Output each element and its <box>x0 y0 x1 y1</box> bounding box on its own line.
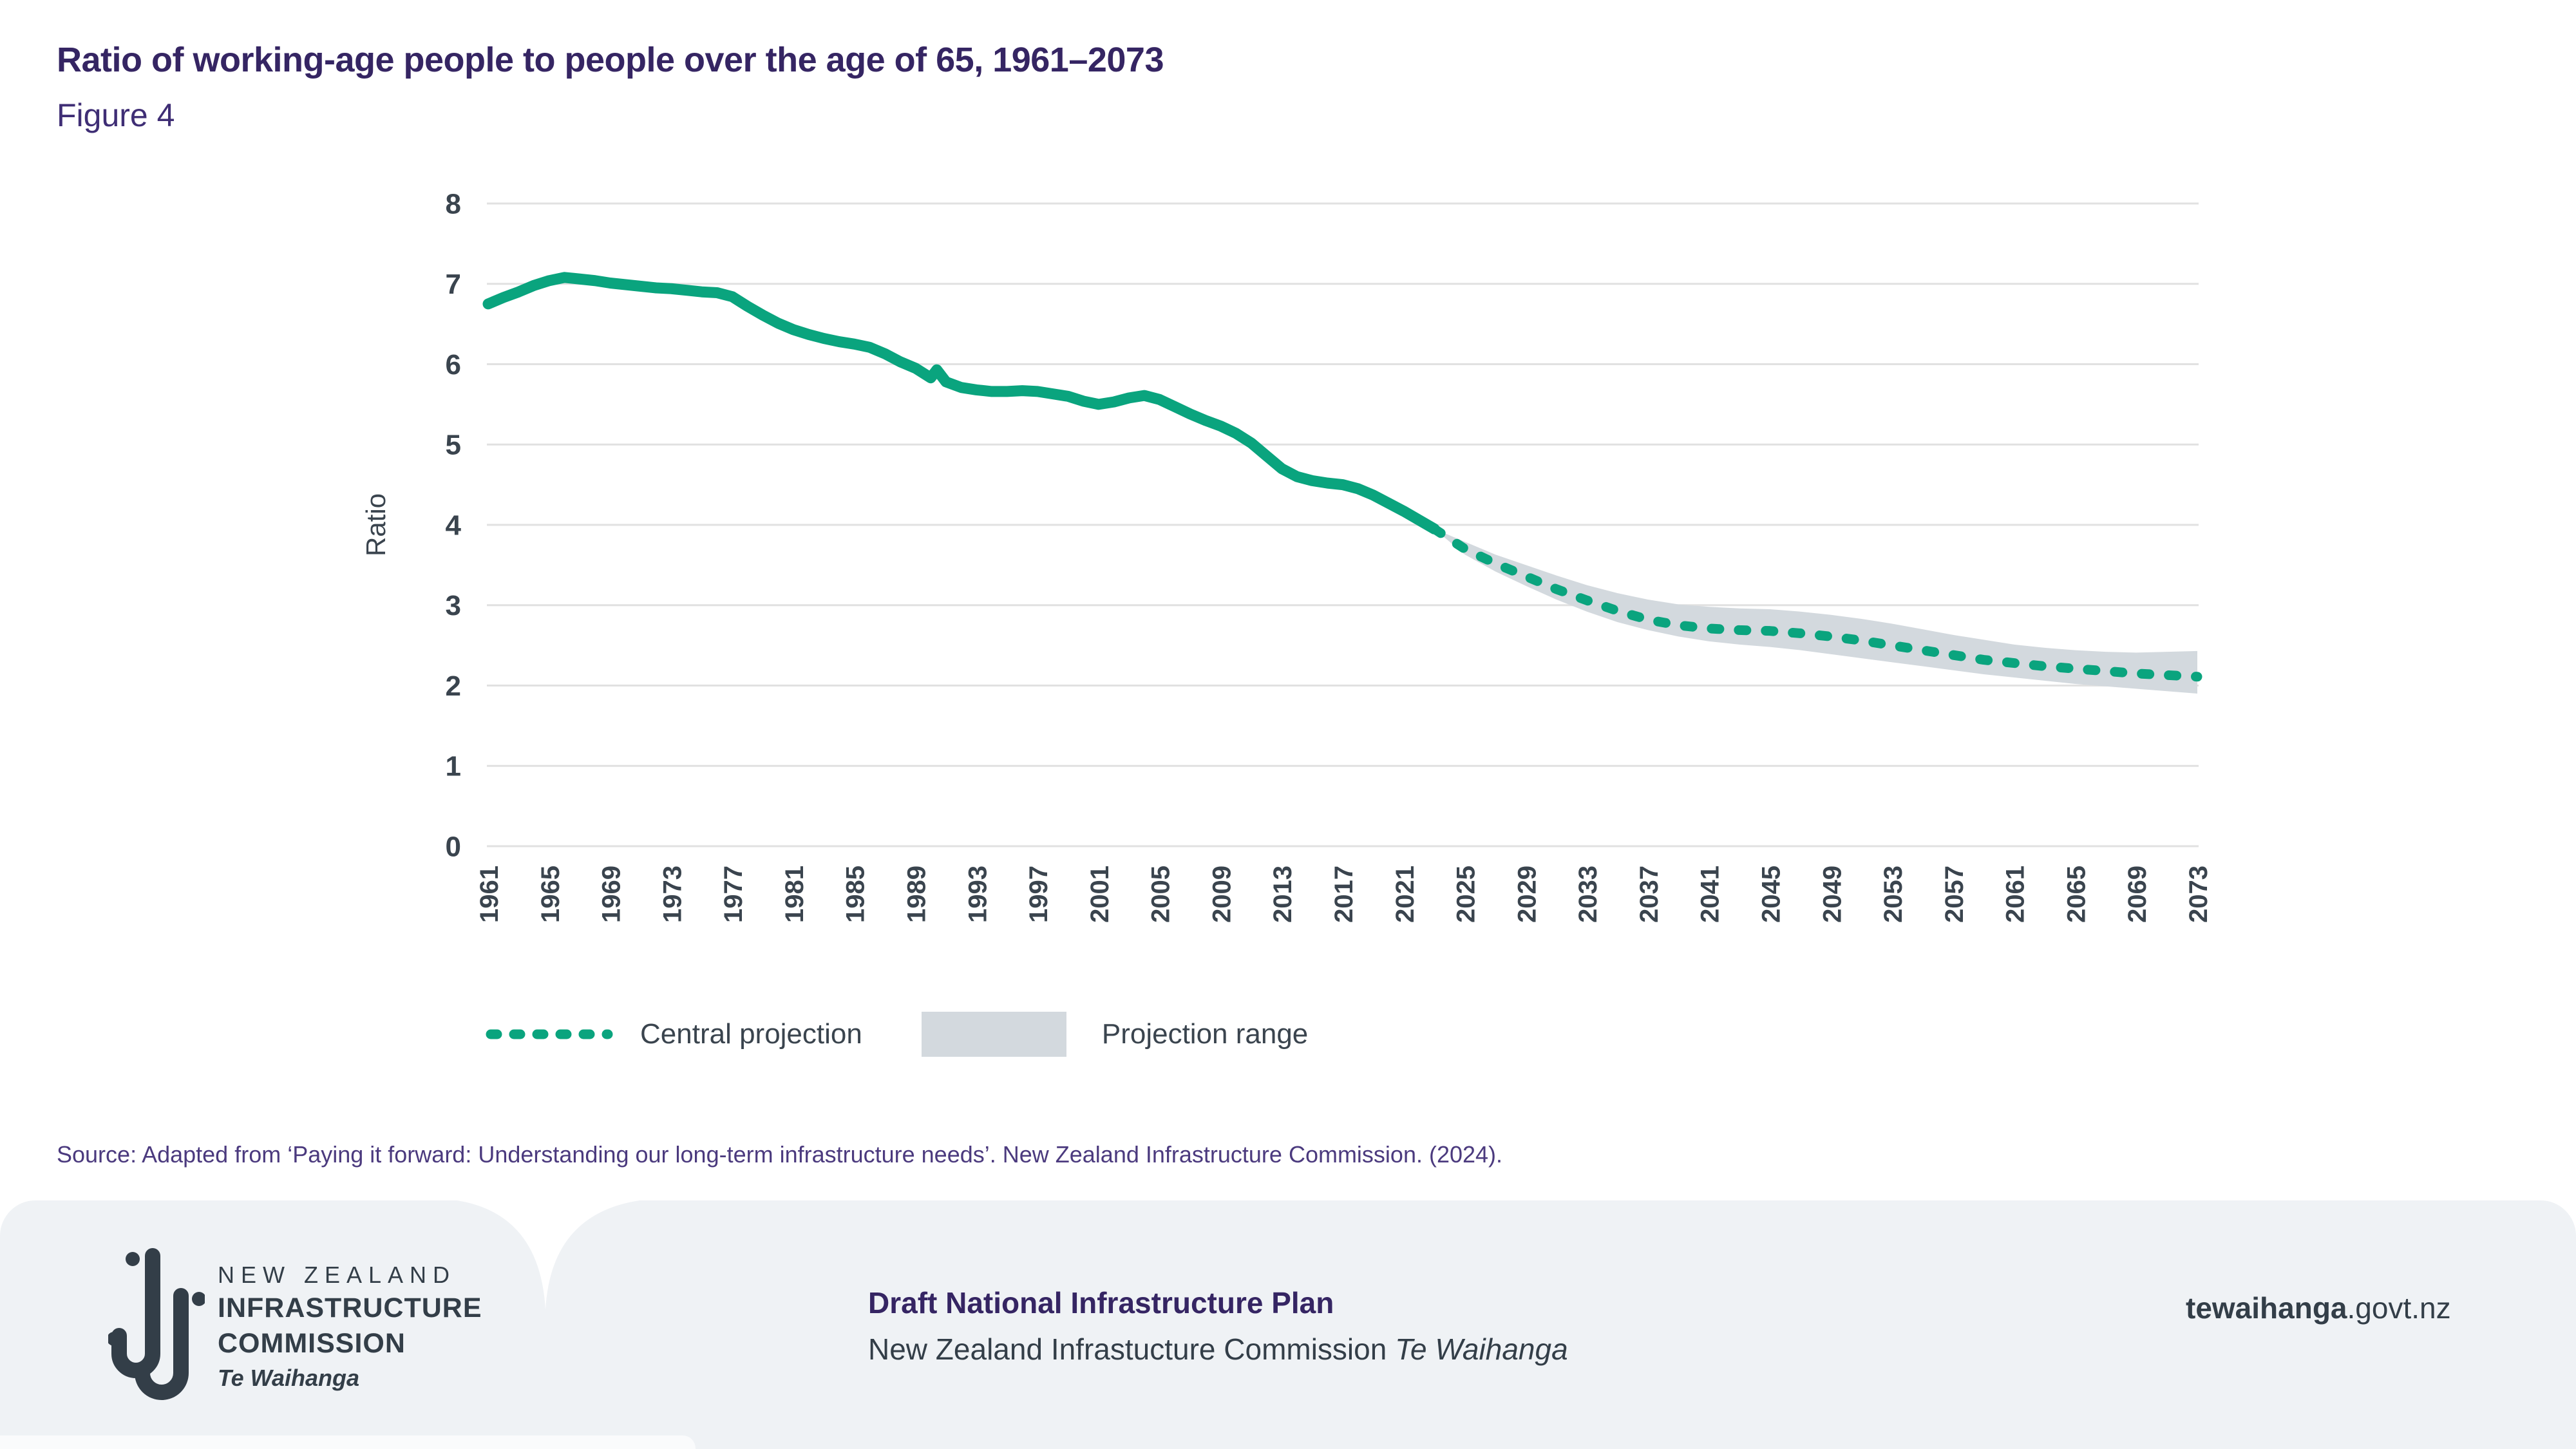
logo-wordmark: NEW ZEALAND INFRASTRUCTURE COMMISSION Te… <box>218 1264 482 1390</box>
x-tick-label: 2017 <box>1330 866 1358 923</box>
x-tick-label: 2029 <box>1513 866 1541 923</box>
bottom-page-strip <box>0 1435 696 1449</box>
x-tick-label: 2041 <box>1696 866 1725 923</box>
x-tick-label: 1997 <box>1025 866 1053 923</box>
x-tick-label: 1969 <box>598 866 626 923</box>
y-tick-label: 8 <box>446 188 461 220</box>
y-tick-label: 7 <box>446 269 461 300</box>
figure-label: Figure 4 <box>57 97 175 133</box>
x-tick-label: 2001 <box>1086 866 1114 923</box>
website-bold-part: tewaihanga <box>2186 1291 2347 1325</box>
x-tick-label: 2033 <box>1574 866 1602 923</box>
x-tick-label: 2057 <box>1940 866 1969 923</box>
y-tick-label: 6 <box>446 349 461 381</box>
projection-range-band <box>1434 529 2197 694</box>
y-axis-title: Ratio <box>361 493 391 556</box>
x-tick-label: 2021 <box>1391 866 1419 923</box>
website-link[interactable]: tewaihanga.govt.nz <box>2186 1291 2451 1325</box>
x-tick-label: 1989 <box>903 866 931 923</box>
logo-line-te-waihanga: Te Waihanga <box>218 1365 360 1391</box>
x-tick-label: 2061 <box>2002 866 2030 923</box>
footer <box>0 1200 2576 1449</box>
logo-line-new-zealand: NEW ZEALAND <box>218 1262 457 1288</box>
x-tick-label: 2049 <box>1818 866 1846 923</box>
legend-label-projection-range: Projection range <box>1101 1018 1309 1050</box>
y-tick-label: 0 <box>446 831 461 862</box>
plan-title: Draft National Infrastructure Plan <box>868 1286 1334 1320</box>
plan-subtitle-regular: New Zealand Infrastucture Commission <box>868 1332 1396 1366</box>
x-tick-label: 2069 <box>2123 866 2152 923</box>
y-tick-label: 5 <box>446 430 461 461</box>
y-tick-label: 1 <box>446 751 461 782</box>
projection-range-swatch <box>921 1012 1066 1057</box>
x-tick-label: 2025 <box>1452 866 1481 923</box>
website-rest-part: .govt.nz <box>2347 1291 2451 1325</box>
logo-line-commission: COMMISSION <box>218 1328 406 1359</box>
x-tick-label: 1993 <box>963 866 992 923</box>
y-tick-label: 2 <box>446 670 461 702</box>
x-tick-label: 1961 <box>475 866 504 923</box>
nz-infrastructure-commission-logo-icon <box>108 1248 205 1400</box>
x-tick-label: 1985 <box>842 866 870 923</box>
historical-line <box>482 272 1440 535</box>
legend-label-central-projection: Central projection <box>640 1018 862 1050</box>
x-tick-label: 2005 <box>1147 866 1175 923</box>
x-tick-label: 1977 <box>719 866 748 923</box>
x-tick-label: 2013 <box>1269 866 1297 923</box>
x-tick-label: 2065 <box>2062 866 2090 923</box>
x-axis-labels: 1961 1965 1969 1973 1977 1981 1985 1989 1993 1997… <box>475 866 2213 923</box>
x-tick-label: 1981 <box>781 866 809 923</box>
source-note: Source: Adapted from ‘Paying it forward:… <box>57 1141 1503 1168</box>
x-tick-label: 2009 <box>1208 866 1236 923</box>
footer-notch-shape <box>447 1199 650 1310</box>
central-projection-line <box>1429 524 2202 682</box>
central-projection-dash-sample <box>486 1029 613 1039</box>
logo-line-infrastructure: INFRASTRUCTURE <box>218 1293 482 1323</box>
plan-subtitle-italic: Te Waihanga <box>1395 1332 1568 1366</box>
y-tick-label: 3 <box>446 590 461 621</box>
page-title: Ratio of working-age people to people ov… <box>57 41 1164 79</box>
x-tick-label: 2045 <box>1757 866 1786 923</box>
y-axis-labels: 0 1 2 3 4 5 6 7 8 <box>446 188 462 862</box>
x-tick-label: 1965 <box>536 866 565 923</box>
x-tick-label: 2073 <box>2184 866 2213 923</box>
plan-subtitle: New Zealand Infrastucture Commission Te … <box>868 1332 1568 1367</box>
y-tick-label: 4 <box>446 509 462 541</box>
gridlines <box>487 202 2199 848</box>
x-tick-label: 1973 <box>658 866 687 923</box>
x-tick-label: 2053 <box>1879 866 1908 923</box>
x-tick-label: 2037 <box>1635 866 1663 923</box>
chart-legend: Central projection Projection range <box>484 1005 1308 1064</box>
